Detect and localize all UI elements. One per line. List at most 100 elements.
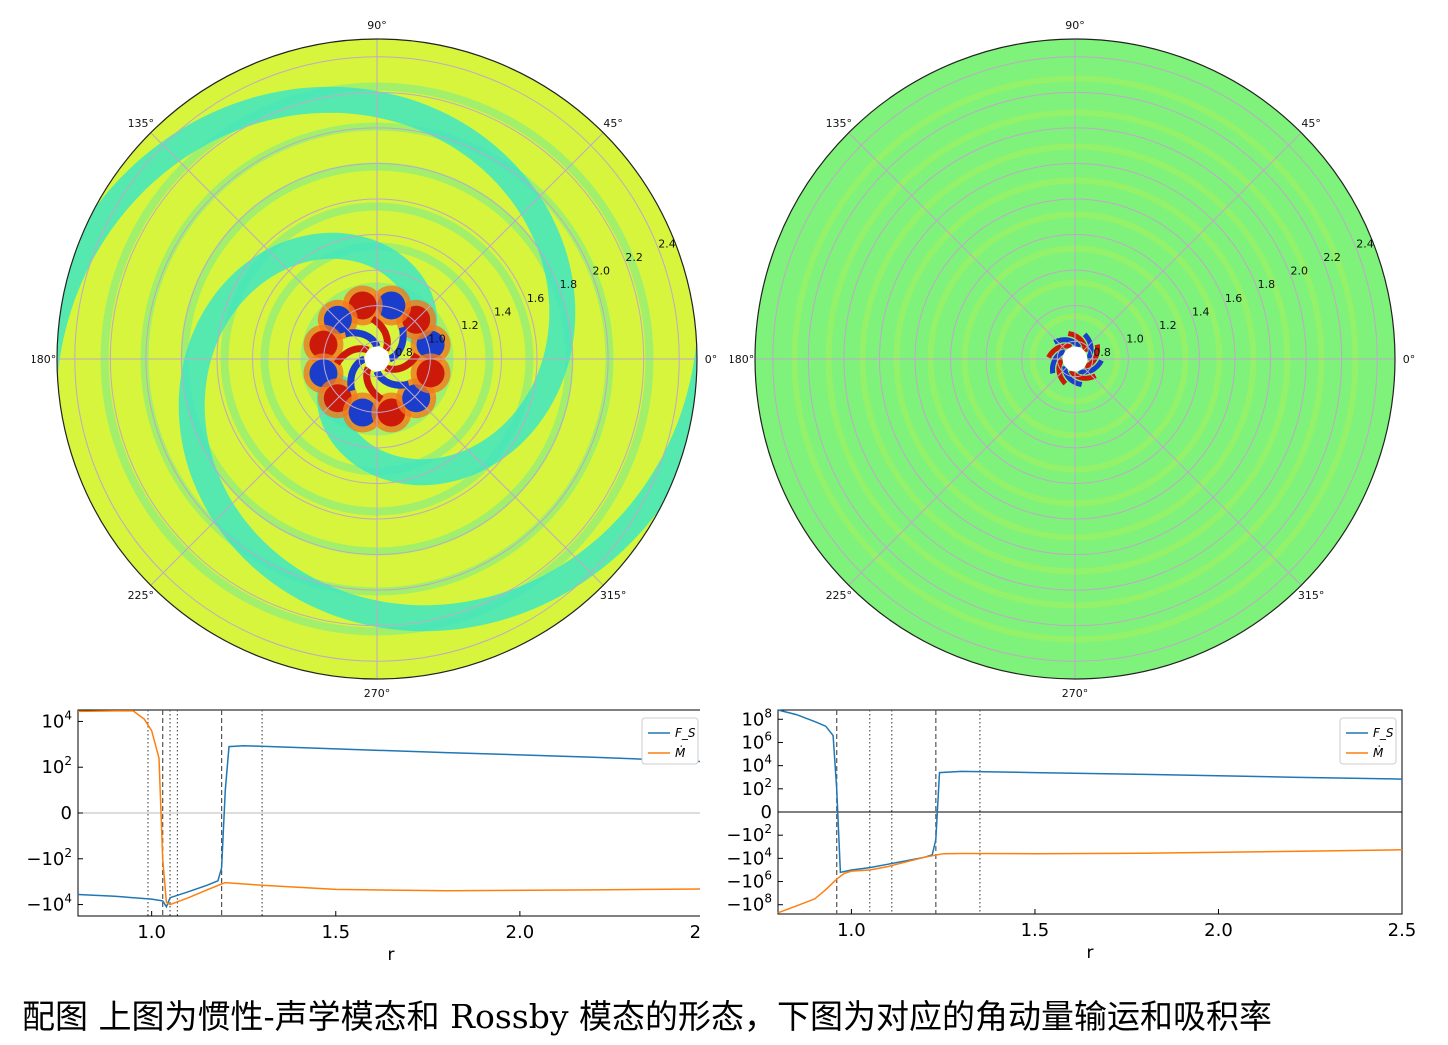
line-left-legend-label: F_S <box>675 726 696 740</box>
line-left-legend-label: Ṁ <box>675 745 686 760</box>
polar-right-radial-label: 1.2 <box>1159 319 1177 332</box>
line-right-legend-box <box>1339 717 1397 765</box>
polar-left-spiral-arm <box>178 145 697 632</box>
polar-right-grid-spoke <box>848 367 1067 586</box>
polar-right-radial-label: 1.6 <box>1225 292 1243 305</box>
polar-right-angle-label: 90° <box>1065 19 1085 32</box>
polar-left-radial-label: 1.0 <box>428 333 446 346</box>
polar-left-radial-label: 1.4 <box>494 305 512 318</box>
polar-right-radial-label: 1.8 <box>1258 278 1276 291</box>
polar-right-radial-label: 1.4 <box>1192 305 1210 318</box>
line-plot-left: 104 102 0 −102 −104 1.0 1.5 2.0 2.5 r F_S Ṁ <box>26 708 700 965</box>
polar-left-radial-label: 2.2 <box>625 251 643 264</box>
polar-left-inner-stripe <box>370 315 391 352</box>
polar-right-angle-label: 45° <box>1301 117 1321 130</box>
polar-left-grid-spoke <box>385 132 604 351</box>
polar-right-grid-spoke <box>1083 367 1302 586</box>
line-left-xtick-label: 2.0 <box>506 922 535 943</box>
polar-right-grid-spoke <box>848 132 1067 351</box>
polar-right-outer-border <box>754 38 1396 680</box>
polar-plot-rossby: 0° 45° 90° 135° 180° 225° 270° 315° 0.8 1.0 1.2 1.4… <box>730 19 1416 700</box>
polar-left-inner-stripe <box>363 366 384 403</box>
polar-left-inner-hole <box>364 346 390 372</box>
polar-right-angle-label: 225° <box>826 589 853 602</box>
polar-right-angle-label: 0° <box>1403 353 1416 366</box>
line-left-ytick-label: 102 <box>41 754 72 778</box>
polar-right-inner-stripe <box>1046 343 1073 359</box>
polar-plot-inertial-acoustic: 0° 45° 90° 135° 180° 225° 270° 315° 0.8 1.0 1.2 1.4… <box>32 19 717 700</box>
line-right-xtick-label: 1.0 <box>837 920 866 941</box>
line-right-ytick-label: 0 <box>761 802 772 823</box>
polar-left-radial-label: 2.0 <box>593 265 611 278</box>
polar-right-grid-spoke <box>1083 132 1302 351</box>
polar-right-angle-label: 135° <box>826 117 853 130</box>
polar-left-blob <box>416 359 445 388</box>
polar-left-inner-stripe <box>384 352 421 373</box>
line-left-ytick-label: 0 <box>61 803 72 824</box>
polar-right-inner-stripe <box>1068 369 1097 381</box>
polar-left-angle-label: 45° <box>603 117 623 130</box>
line-right-series-fs <box>777 709 1403 874</box>
line-right-legend-label: F_S <box>1373 726 1394 740</box>
polar-right-radial-label: 1.0 <box>1126 333 1144 346</box>
line-right-ytick-label: 104 <box>741 753 772 777</box>
polar-right-radial-label: 0.8 <box>1093 346 1111 359</box>
line-right-series-mdot <box>777 849 1403 914</box>
polar-left-angle-label: 90° <box>367 19 387 32</box>
line-left-ytick-label: −104 <box>26 892 72 916</box>
polar-left-inner-stripe <box>344 329 381 348</box>
line-left-series-mdot <box>77 710 700 906</box>
line-right-ytick-label: 102 <box>741 776 772 800</box>
line-left-xtick-label: 2.5 <box>690 922 700 943</box>
line-left-xtick-label: 1.5 <box>321 922 350 943</box>
line-right-ytick-label: −102 <box>726 822 772 846</box>
polar-left-angle-label: 315° <box>600 589 627 602</box>
polar-left-inner-stripe <box>388 326 407 363</box>
polar-right-inner-hole <box>1062 346 1088 372</box>
line-left-series-fs <box>77 744 700 909</box>
line-right-ytick-label: 108 <box>741 706 772 730</box>
polar-right-angle-label: 270° <box>1062 687 1089 700</box>
polar-left-inner-stripe <box>347 355 366 392</box>
polar-left-blob <box>377 291 406 320</box>
polar-right-radial-label: 2.0 <box>1291 265 1309 278</box>
line-left-xtick-label: 1.0 <box>137 922 166 943</box>
polar-right-inner-stripe <box>1062 366 1083 388</box>
polar-left-inner-stripe <box>373 370 410 389</box>
line-left-xlabel: r <box>388 945 395 965</box>
line-right-xtick-label: 2.5 <box>1388 920 1417 941</box>
polar-left-spiral-arm <box>57 86 576 573</box>
polar-left-radial-label: 1.8 <box>560 278 578 291</box>
polar-left-radial-label: 1.2 <box>461 319 479 332</box>
polar-left-blob <box>309 330 338 359</box>
polar-left-radial-label: 0.8 <box>395 346 413 359</box>
polar-right-angle-label: 315° <box>1298 589 1325 602</box>
polar-left-grid-spoke <box>385 367 604 586</box>
polar-right-inner-stripe <box>1053 337 1082 349</box>
line-right-ytick-label: −104 <box>726 845 772 869</box>
polar-left-angle-label: 225° <box>128 589 155 602</box>
polar-left-radial-label: 1.6 <box>527 292 545 305</box>
line-right-legend-label: Ṁ <box>1373 745 1384 760</box>
polar-right-inner-stripe <box>1050 349 1066 374</box>
polar-left-angle-label: 135° <box>128 117 155 130</box>
line-left-ytick-label: −102 <box>26 846 72 870</box>
line-right-ytick-label: −106 <box>726 869 772 893</box>
polar-right-radial-label: 2.2 <box>1323 251 1341 264</box>
line-left-legend-box <box>641 717 699 765</box>
polar-right-inner-stripe <box>1082 332 1094 361</box>
polar-left-blob <box>348 398 377 427</box>
polar-left-radial-label: 2.4 <box>658 237 676 250</box>
polar-right-inner-stripe <box>1084 344 1100 369</box>
line-right-xlabel: r <box>1087 943 1094 963</box>
line-right-xtick-label: 1.5 <box>1021 920 1050 941</box>
polar-left-inner-stripe <box>333 345 370 366</box>
line-right-ytick-label: 106 <box>741 729 772 753</box>
polar-right-angle-label: 180° <box>730 353 754 366</box>
line-left-ytick-label: 104 <box>41 708 72 732</box>
line-right-ytick-label: −108 <box>726 892 772 916</box>
polar-left-angle-label: 180° <box>32 353 56 366</box>
polar-left-outer-border <box>56 38 698 680</box>
polar-right-radial-label: 2.4 <box>1356 237 1374 250</box>
polar-left-grid-spoke <box>150 367 369 586</box>
